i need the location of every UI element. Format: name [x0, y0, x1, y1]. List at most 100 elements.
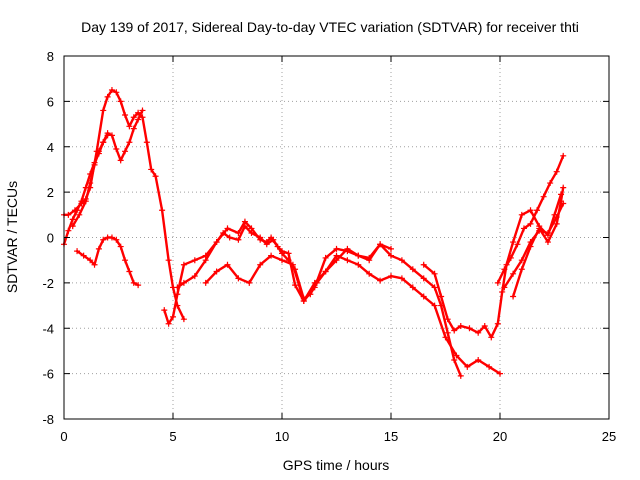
data-point: [431, 270, 438, 277]
data-point: [355, 261, 362, 268]
data-point: [499, 288, 506, 295]
series-line: [71, 134, 109, 228]
data-point: [420, 293, 427, 300]
data-point: [333, 252, 340, 259]
data-point: [268, 252, 275, 259]
data-point: [388, 252, 394, 259]
data-point: [457, 322, 464, 329]
data-point: [100, 236, 107, 243]
data-point: [560, 184, 567, 191]
data-point: [130, 279, 137, 286]
data-point: [130, 125, 137, 132]
data-point: [235, 236, 242, 243]
data-point: [82, 198, 89, 205]
data-point: [366, 257, 373, 264]
data-point: [279, 257, 285, 264]
data-point: [453, 352, 460, 359]
y-tick-label: 6: [47, 94, 54, 109]
data-point: [527, 207, 534, 214]
data-point: [451, 327, 458, 334]
data-point: [270, 236, 277, 243]
data-point: [174, 291, 181, 298]
y-tick-label: 8: [47, 49, 54, 64]
data-point: [501, 284, 508, 291]
data-point: [108, 234, 115, 241]
data-point: [510, 239, 517, 246]
data-point: [100, 139, 107, 146]
data-point: [69, 216, 76, 223]
data-point: [213, 268, 220, 275]
data-point: [248, 229, 255, 236]
data-point: [126, 123, 133, 130]
data-point: [534, 207, 541, 214]
data-point: [257, 234, 264, 241]
data-point: [159, 207, 166, 214]
data-point: [117, 243, 124, 250]
data-point: [344, 245, 351, 252]
data-point: [544, 229, 551, 236]
data-point: [74, 248, 81, 255]
data-series: [61, 87, 567, 379]
data-point: [333, 245, 340, 252]
data-point: [558, 198, 565, 205]
data-point: [241, 223, 248, 230]
chart-title: Day 139 of 2017, Sidereal Day-to-day VTE…: [81, 19, 579, 35]
data-point: [113, 236, 120, 243]
data-point: [74, 207, 81, 214]
data-point: [191, 273, 198, 280]
data-point: [87, 257, 94, 264]
data-point: [366, 270, 373, 277]
data-point: [246, 279, 253, 286]
y-tick-label: -6: [42, 367, 54, 382]
data-point: [87, 180, 94, 187]
data-point: [377, 277, 384, 284]
y-axis-label: SDTVAR / TECUs: [4, 181, 20, 293]
data-point: [213, 239, 220, 246]
series-line: [511, 186, 565, 298]
data-point: [322, 268, 329, 275]
data-point: [409, 284, 416, 291]
data-point: [135, 116, 142, 123]
data-point: [143, 139, 150, 146]
data-point: [398, 275, 405, 282]
data-point: [527, 220, 534, 227]
data-point: [130, 114, 137, 121]
data-point: [475, 357, 482, 364]
data-point: [180, 279, 187, 286]
data-point: [80, 252, 87, 259]
data-point: [398, 257, 405, 264]
data-point: [486, 363, 493, 370]
data-point: [544, 239, 551, 246]
data-point: [82, 184, 89, 191]
data-point: [501, 266, 508, 273]
data-point: [560, 152, 567, 159]
data-point: [76, 211, 83, 218]
data-point: [285, 250, 292, 257]
data-point: [344, 257, 351, 264]
data-point: [322, 254, 329, 261]
data-point: [457, 372, 464, 379]
data-point: [165, 320, 172, 327]
data-point: [300, 298, 307, 305]
data-point: [444, 329, 451, 336]
data-point: [420, 275, 427, 282]
series-line: [204, 254, 502, 375]
data-point: [292, 282, 299, 289]
data-point: [466, 325, 473, 332]
data-point: [431, 284, 438, 291]
data-point: [553, 220, 560, 227]
data-point: [139, 107, 146, 114]
data-point: [518, 211, 525, 218]
data-point: [122, 111, 129, 118]
data-point: [108, 87, 115, 94]
data-point: [497, 370, 503, 377]
series-track-9: [494, 152, 567, 286]
data-point: [527, 243, 534, 250]
series-track-7: [202, 252, 503, 377]
data-point: [152, 173, 159, 180]
data-point: [510, 293, 517, 300]
data-point: [69, 223, 76, 230]
data-point: [520, 225, 527, 232]
data-point: [135, 282, 142, 289]
